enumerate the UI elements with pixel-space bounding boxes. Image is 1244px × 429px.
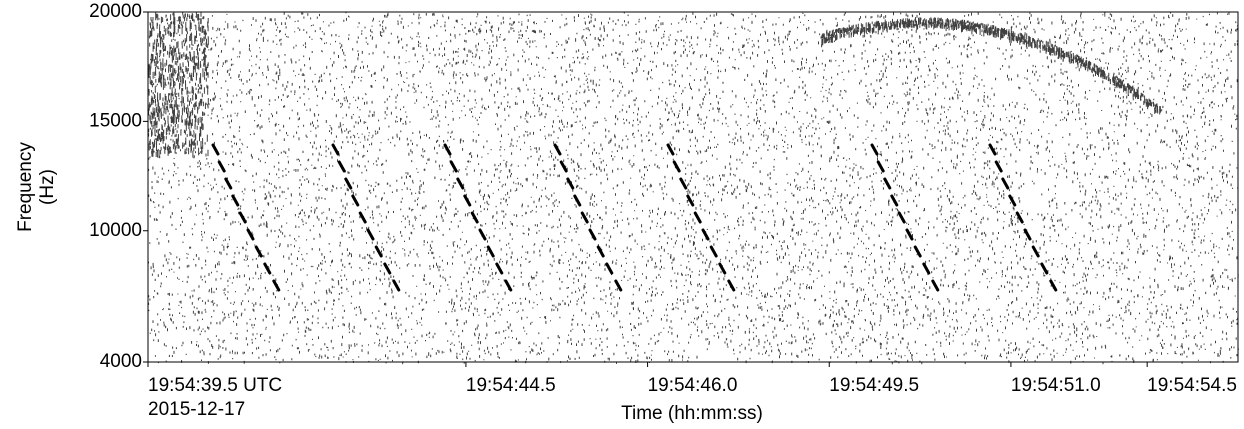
whistler-segment xyxy=(495,262,504,275)
x-tick-label: 19:54:51.0 xyxy=(1011,375,1101,396)
y-tick-label: 4000 xyxy=(100,351,142,372)
whistler-segment xyxy=(870,143,879,156)
whistler-segment xyxy=(922,262,931,275)
whistler-segment xyxy=(686,194,695,207)
whistler-segment xyxy=(679,177,688,190)
whistler-segment xyxy=(905,228,914,241)
whistler-segment xyxy=(443,143,452,156)
whistler-segment xyxy=(580,211,589,224)
whistler-segment xyxy=(1040,262,1049,275)
date-label: 2015-12-17 xyxy=(148,399,245,420)
whistler-segment xyxy=(358,211,367,224)
whistler-segment xyxy=(701,228,710,241)
whistler-segment xyxy=(553,143,562,156)
x-tick-label: 19:54:54.5 xyxy=(1147,375,1237,396)
plot-frame xyxy=(147,11,1239,363)
whistler-segment xyxy=(1023,228,1032,241)
y-axis-title: Frequency (Hz) xyxy=(15,142,58,232)
whistler-segment xyxy=(383,262,392,275)
x-axis-title: Time (hh:mm:ss) xyxy=(621,403,763,424)
whistler-segment xyxy=(988,143,997,156)
whistler-segment xyxy=(890,194,899,207)
whistler-segment xyxy=(614,279,623,292)
x-tick-label: 19:54:46.0 xyxy=(648,375,738,396)
whistler-segment xyxy=(559,160,568,173)
whistler-segment xyxy=(366,228,375,241)
whistler-segment xyxy=(456,177,465,190)
whistler-segment xyxy=(231,194,240,207)
whistler-segment xyxy=(344,177,353,190)
whistler-segment xyxy=(573,194,582,207)
whistler-segment xyxy=(897,211,906,224)
whistler-segment xyxy=(1031,245,1040,258)
whistler-segment xyxy=(478,228,487,241)
whistler-segment xyxy=(449,160,458,173)
whistler-segment xyxy=(718,262,727,275)
whistler-segment xyxy=(1008,194,1017,207)
whistler-segment xyxy=(672,160,681,173)
whistler-segment xyxy=(666,143,675,156)
y-tick-label: 15000 xyxy=(89,110,142,131)
whistler-segment xyxy=(588,228,597,241)
whistler-segment xyxy=(211,143,220,156)
whistler-segment xyxy=(994,160,1003,173)
y-tick-label: 10000 xyxy=(89,220,142,241)
y-axis-title-line: Frequency xyxy=(15,142,36,232)
whistler-segment xyxy=(337,160,346,173)
whistler-segment xyxy=(1015,211,1024,224)
whistler-segment xyxy=(913,245,922,258)
x-tick-label: 19:54:39.5 UTC xyxy=(148,375,282,396)
spectrogram-texture xyxy=(148,12,1239,365)
whistler-segment xyxy=(470,211,479,224)
whistler-segment xyxy=(504,279,513,292)
whistlers xyxy=(211,143,1058,292)
whistler-segment xyxy=(217,160,226,173)
whistler-segment xyxy=(709,245,718,258)
whistler-segment xyxy=(727,279,736,292)
whistler-segment xyxy=(693,211,702,224)
whistler-segment xyxy=(566,177,575,190)
whistler-segment xyxy=(605,262,614,275)
y-axis-title-line: (Hz) xyxy=(37,169,58,205)
whistler-segment xyxy=(272,279,281,292)
whistler-segment xyxy=(1049,279,1058,292)
x-tick-label: 19:54:49.5 xyxy=(829,375,919,396)
whistler-segment xyxy=(463,194,472,207)
whistler-segment xyxy=(876,160,885,173)
whistler-segment xyxy=(596,245,605,258)
whistler-segment xyxy=(1001,177,1010,190)
whistler-segment xyxy=(246,228,255,241)
whistler-segment xyxy=(931,279,940,292)
whistler-segment xyxy=(263,262,272,275)
whistler-segment xyxy=(254,245,263,258)
whistler-segment xyxy=(224,177,233,190)
x-tick-label: 19:54:44.5 xyxy=(466,375,556,396)
y-tick-label: 20000 xyxy=(89,1,142,22)
whistler-segment xyxy=(238,211,247,224)
whistler-segment xyxy=(883,177,892,190)
whistler-segment xyxy=(331,143,340,156)
whistler-segment xyxy=(486,245,495,258)
whistler-segment xyxy=(351,194,360,207)
whistler-segment xyxy=(392,279,401,292)
whistler-segment xyxy=(374,245,383,258)
